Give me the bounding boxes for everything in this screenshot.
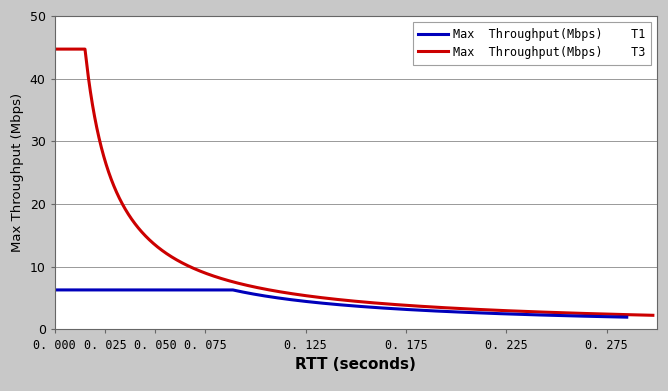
- Max  Throughput(Mbps)    T3: [649, 313, 657, 317]
- Max  Throughput(Mbps)    T1: [106, 287, 114, 292]
- Max  Throughput(Mbps)    T3: [126, 213, 134, 218]
- Max  Throughput(Mbps)    T1: [575, 314, 583, 318]
- Max  Throughput(Mbps)    T3: [540, 310, 548, 314]
- Line: Max  Throughput(Mbps)    T3: Max Throughput(Mbps) T3: [55, 49, 653, 315]
- Legend: Max  Throughput(Mbps)    T1, Max  Throughput(Mbps)    T3: Max Throughput(Mbps) T1, Max Throughput(…: [413, 22, 651, 65]
- Max  Throughput(Mbps)    T1: [243, 291, 251, 295]
- Max  Throughput(Mbps)    T3: [51, 47, 59, 52]
- Max  Throughput(Mbps)    T3: [138, 230, 146, 235]
- Max  Throughput(Mbps)    T1: [126, 287, 134, 292]
- Line: Max  Throughput(Mbps)    T1: Max Throughput(Mbps) T1: [55, 290, 627, 317]
- Max  Throughput(Mbps)    T1: [51, 287, 59, 292]
- Max  Throughput(Mbps)    T1: [623, 315, 631, 319]
- Max  Throughput(Mbps)    T3: [236, 282, 244, 286]
- Y-axis label: Max Throughput (Mbps): Max Throughput (Mbps): [11, 93, 24, 252]
- Max  Throughput(Mbps)    T3: [582, 311, 590, 316]
- Max  Throughput(Mbps)    T1: [387, 306, 395, 311]
- Max  Throughput(Mbps)    T1: [100, 287, 108, 292]
- Max  Throughput(Mbps)    T3: [557, 310, 565, 315]
- X-axis label: RTT (seconds): RTT (seconds): [295, 357, 416, 372]
